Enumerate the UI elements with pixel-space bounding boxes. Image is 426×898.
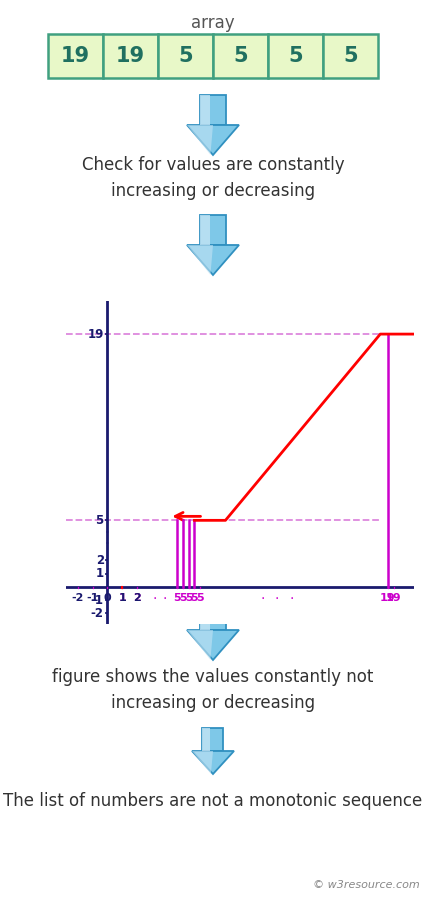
Text: 5: 5 (233, 46, 247, 66)
Bar (158, 34, 213, 78)
Text: 5: 5 (190, 593, 198, 603)
Polygon shape (199, 215, 210, 245)
Bar (103, 34, 158, 78)
Text: 5: 5 (178, 593, 186, 603)
Text: 1: 1 (118, 593, 126, 603)
Text: 2: 2 (95, 554, 104, 567)
Polygon shape (192, 751, 213, 774)
Text: ·: · (259, 592, 264, 606)
Text: 5: 5 (95, 514, 104, 527)
Polygon shape (187, 245, 213, 275)
Text: -2: -2 (72, 593, 84, 603)
Polygon shape (187, 630, 239, 660)
Text: 5: 5 (343, 46, 357, 66)
Text: -1: -1 (91, 594, 104, 607)
Polygon shape (199, 95, 225, 125)
Polygon shape (187, 125, 239, 155)
Polygon shape (192, 751, 233, 774)
Text: ·: · (289, 592, 293, 606)
Text: 5: 5 (178, 46, 193, 66)
Bar (213, 34, 268, 78)
Text: 1: 1 (95, 567, 104, 580)
Polygon shape (199, 600, 210, 630)
Text: 5: 5 (196, 593, 204, 603)
Text: 5: 5 (173, 593, 180, 603)
Text: ·: · (274, 592, 279, 606)
Text: 19: 19 (87, 328, 104, 340)
Text: 1: 1 (118, 593, 126, 603)
Text: 19: 19 (379, 593, 394, 603)
Polygon shape (199, 600, 225, 630)
Polygon shape (202, 728, 210, 751)
Text: 2: 2 (133, 593, 141, 603)
Bar (268, 34, 322, 78)
Text: Check for values are constantly
increasing or decreasing: Check for values are constantly increasi… (81, 156, 343, 199)
Bar (322, 34, 377, 78)
Text: 5: 5 (288, 46, 302, 66)
Text: 19: 19 (385, 593, 400, 603)
Text: 19: 19 (116, 46, 145, 66)
Text: figure shows the values constantly not
increasing or decreasing: figure shows the values constantly not i… (52, 668, 373, 711)
Text: -1: -1 (86, 593, 99, 603)
Bar (48, 34, 103, 78)
Text: ·: · (152, 592, 156, 606)
Text: array: array (191, 14, 234, 32)
Polygon shape (202, 728, 223, 751)
Text: 0: 0 (104, 593, 111, 603)
Polygon shape (187, 125, 213, 155)
Text: 19: 19 (61, 46, 90, 66)
Polygon shape (199, 95, 210, 125)
Text: The list of numbers are not a monotonic sequence: The list of numbers are not a monotonic … (3, 792, 422, 810)
Text: 2: 2 (133, 593, 141, 603)
Text: -2: -2 (91, 607, 104, 620)
Text: 5: 5 (184, 593, 192, 603)
Polygon shape (187, 245, 239, 275)
Polygon shape (187, 630, 213, 660)
Text: ·: · (104, 526, 109, 541)
Polygon shape (199, 215, 225, 245)
Text: ·: · (104, 537, 109, 551)
Text: ·: · (162, 592, 167, 606)
Text: © w3resource.com: © w3resource.com (313, 880, 419, 890)
